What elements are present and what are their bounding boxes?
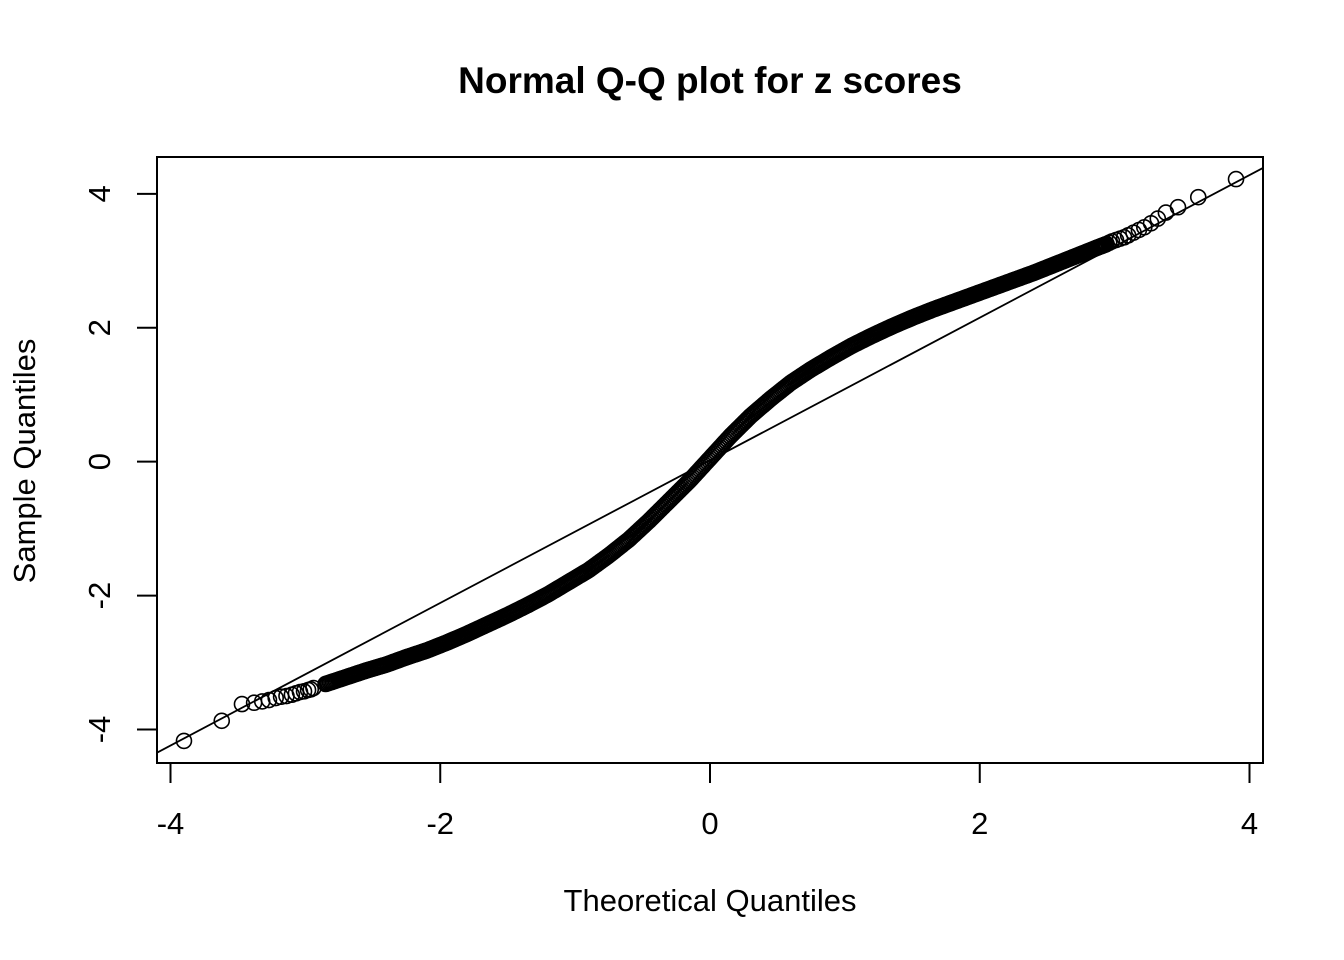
sample-point <box>175 732 193 750</box>
sample-point <box>233 695 251 713</box>
chart-title: Normal Q-Q plot for z scores <box>458 60 962 101</box>
sample-point <box>1227 170 1245 188</box>
sample-point <box>260 691 278 709</box>
x-axis: -4 -2 0 2 4 <box>157 762 1258 841</box>
y-tick-label: -2 <box>82 582 117 610</box>
y-tick-label: 0 <box>82 453 117 470</box>
y-tick-label: 4 <box>82 185 117 202</box>
x-tick-label: -4 <box>157 806 185 841</box>
y-axis-label: Sample Quantiles <box>7 339 42 584</box>
x-axis-label: Theoretical Quantiles <box>564 883 857 918</box>
x-tick-label: 4 <box>1241 806 1258 841</box>
sample-point <box>1169 198 1187 216</box>
x-tick-label: 0 <box>701 806 718 841</box>
x-tick-label: -2 <box>426 806 454 841</box>
sample-points <box>175 170 1245 750</box>
y-tick-label: -4 <box>82 716 117 744</box>
x-tick-label: 2 <box>971 806 988 841</box>
y-tick-label: 2 <box>82 319 117 336</box>
y-axis: -4 -2 0 2 4 <box>82 185 158 744</box>
sample-point <box>213 712 231 730</box>
sample-point <box>1189 188 1207 206</box>
